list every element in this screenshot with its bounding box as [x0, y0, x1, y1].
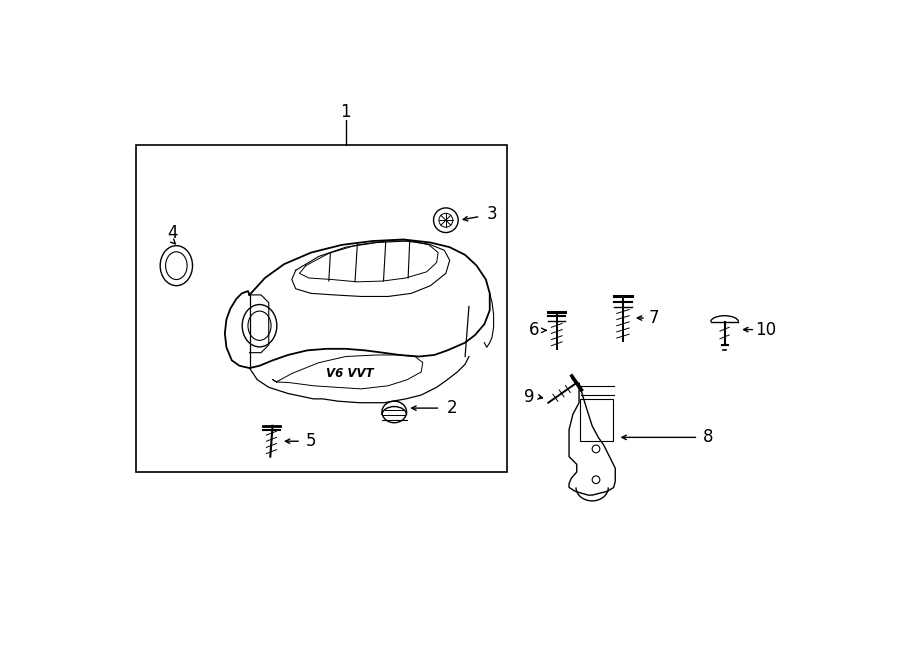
Text: 3: 3	[487, 205, 498, 223]
Bar	[136, 145, 508, 472]
Text: 5: 5	[306, 432, 317, 450]
Bar	[580, 399, 613, 442]
Text: 7: 7	[649, 309, 659, 327]
Text: 2: 2	[446, 399, 457, 417]
Text: 10: 10	[755, 321, 776, 338]
Text: V6 VVT: V6 VVT	[326, 367, 374, 380]
Text: 8: 8	[702, 428, 713, 446]
Text: 6: 6	[529, 321, 540, 339]
Text: 1: 1	[340, 103, 351, 122]
Text: 9: 9	[524, 387, 535, 406]
Text: 4: 4	[167, 224, 178, 243]
